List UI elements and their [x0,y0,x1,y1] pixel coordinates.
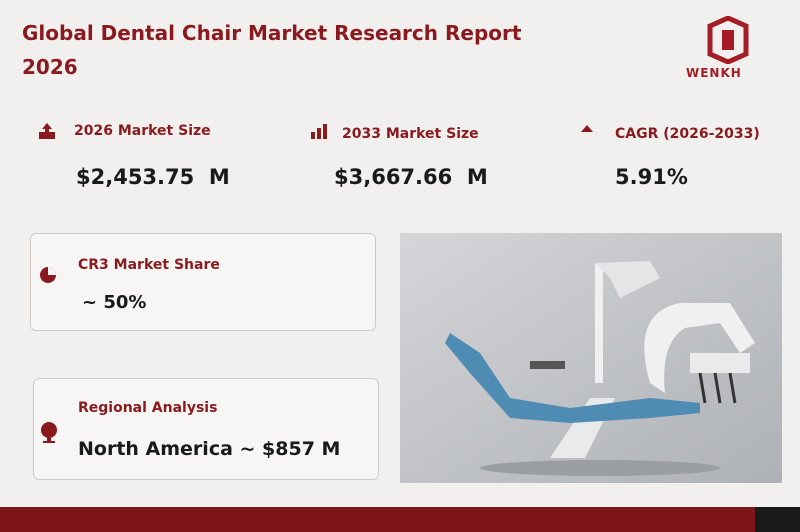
icon [311,124,327,139]
stat-label: 2033 Market Size [342,126,479,142]
title: Global Dental Chair Market Research Repo… [22,21,522,79]
icon [41,422,57,443]
card [30,233,376,331]
icon [40,267,56,283]
card-label: Regional Analysis [78,400,218,416]
stat-label: CAGR (2026-2033) [615,126,760,142]
footer-bar [0,507,755,532]
card-value: ~ 50% [82,292,147,313]
logo-text: WENKH [686,66,742,80]
icon [581,125,593,132]
logo-icon [707,16,749,64]
card [33,378,379,480]
stat-value: $3,667.66 M [334,165,488,189]
icon [39,123,55,139]
footer-bar [755,507,800,532]
stat-value: $2,453.75 M [76,165,230,189]
card-label: CR3 Market Share [78,257,220,273]
stat-value: 5.91% [615,165,688,189]
stat-label: 2026 Market Size [74,123,211,139]
card-value: North America ~ $857 M [78,438,341,460]
product-image [400,233,782,483]
